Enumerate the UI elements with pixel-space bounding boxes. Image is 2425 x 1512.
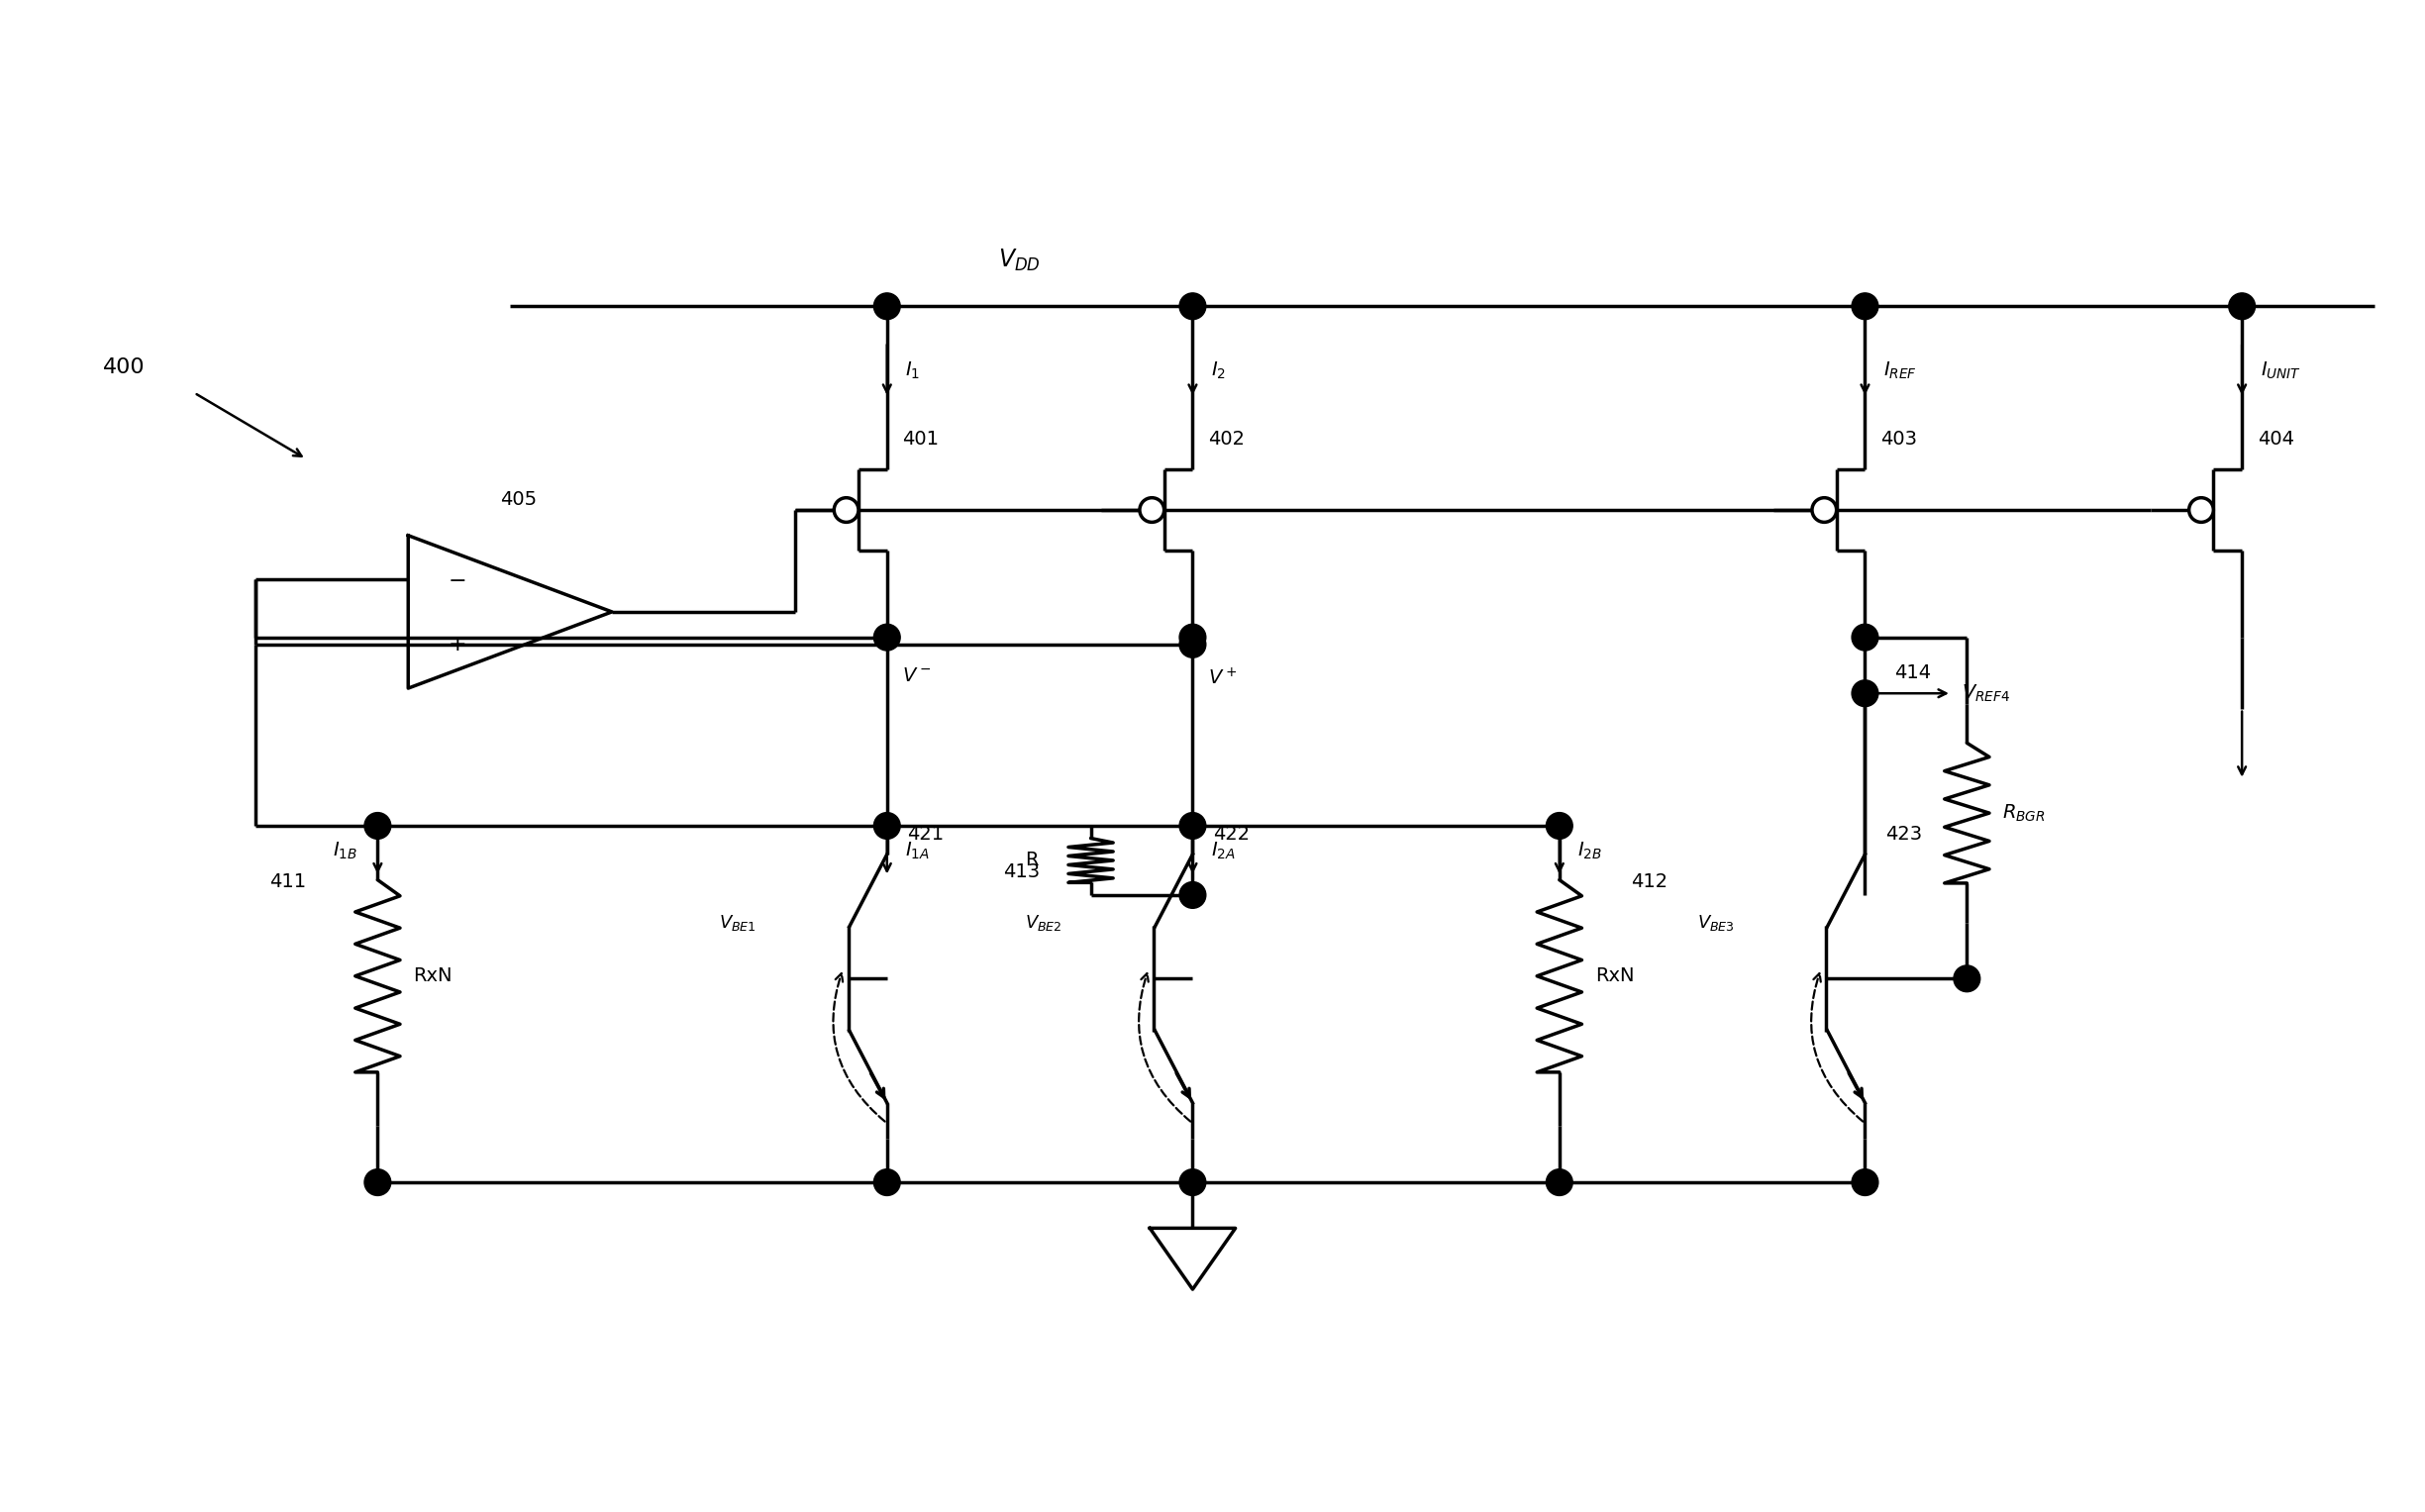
Text: $V^+$: $V^+$ — [1208, 667, 1237, 688]
Circle shape — [834, 497, 858, 522]
Text: 403: 403 — [1879, 429, 1916, 448]
Circle shape — [1853, 293, 1879, 319]
Circle shape — [1547, 812, 1574, 839]
Text: 400: 400 — [102, 357, 146, 378]
Circle shape — [873, 1169, 900, 1196]
Circle shape — [1140, 497, 1164, 522]
Text: RxN: RxN — [1596, 966, 1634, 986]
Text: $I_1$: $I_1$ — [905, 360, 922, 381]
Circle shape — [1853, 624, 1879, 650]
Text: 412: 412 — [1630, 872, 1668, 891]
Text: $V_{REF4}$: $V_{REF4}$ — [1962, 683, 2010, 705]
Circle shape — [1955, 965, 1981, 992]
Text: 413: 413 — [1004, 862, 1040, 881]
Text: 411: 411 — [269, 872, 306, 891]
Text: $R_{BGR}$: $R_{BGR}$ — [2003, 803, 2047, 824]
Circle shape — [1179, 631, 1205, 658]
Circle shape — [1547, 1169, 1574, 1196]
Circle shape — [1179, 624, 1205, 650]
Text: $I_2$: $I_2$ — [1210, 360, 1225, 381]
Text: $I_{2A}$: $I_{2A}$ — [1210, 841, 1237, 862]
Text: 421: 421 — [907, 824, 943, 844]
Circle shape — [364, 1169, 390, 1196]
Text: $V^-$: $V^-$ — [902, 667, 931, 685]
Text: $I_{1A}$: $I_{1A}$ — [905, 841, 929, 862]
Text: $-$: $-$ — [449, 570, 466, 590]
Text: RxN: RxN — [412, 966, 453, 986]
Text: $I_{UNIT}$: $I_{UNIT}$ — [2260, 360, 2301, 381]
Text: $V_{BE2}$: $V_{BE2}$ — [1026, 913, 1062, 933]
Circle shape — [1179, 293, 1205, 319]
Text: $I_{1B}$: $I_{1B}$ — [332, 841, 356, 862]
Circle shape — [2190, 497, 2214, 522]
Circle shape — [364, 812, 390, 839]
Circle shape — [873, 812, 900, 839]
Text: $V_{DD}$: $V_{DD}$ — [999, 248, 1040, 274]
Text: 422: 422 — [1212, 824, 1249, 844]
Text: $+$: $+$ — [449, 635, 466, 655]
Circle shape — [1179, 812, 1205, 839]
Text: $I_{2B}$: $I_{2B}$ — [1579, 841, 1603, 862]
Text: 423: 423 — [1884, 824, 1923, 844]
Text: 401: 401 — [902, 429, 938, 448]
Circle shape — [1179, 881, 1205, 909]
Circle shape — [1853, 680, 1879, 706]
Text: $I_{REF}$: $I_{REF}$ — [1884, 360, 1916, 381]
Circle shape — [2229, 293, 2255, 319]
Text: $V_{BE1}$: $V_{BE1}$ — [720, 913, 757, 933]
Text: 405: 405 — [500, 490, 536, 510]
Circle shape — [1179, 1169, 1205, 1196]
Text: 414: 414 — [1894, 664, 1930, 682]
Circle shape — [1853, 1169, 1879, 1196]
Text: 404: 404 — [2258, 429, 2294, 448]
Text: 402: 402 — [1208, 429, 1244, 448]
Circle shape — [1811, 497, 1836, 522]
Text: $V_{BE3}$: $V_{BE3}$ — [1698, 913, 1734, 933]
Circle shape — [873, 624, 900, 650]
Text: R: R — [1023, 851, 1038, 869]
Circle shape — [873, 293, 900, 319]
